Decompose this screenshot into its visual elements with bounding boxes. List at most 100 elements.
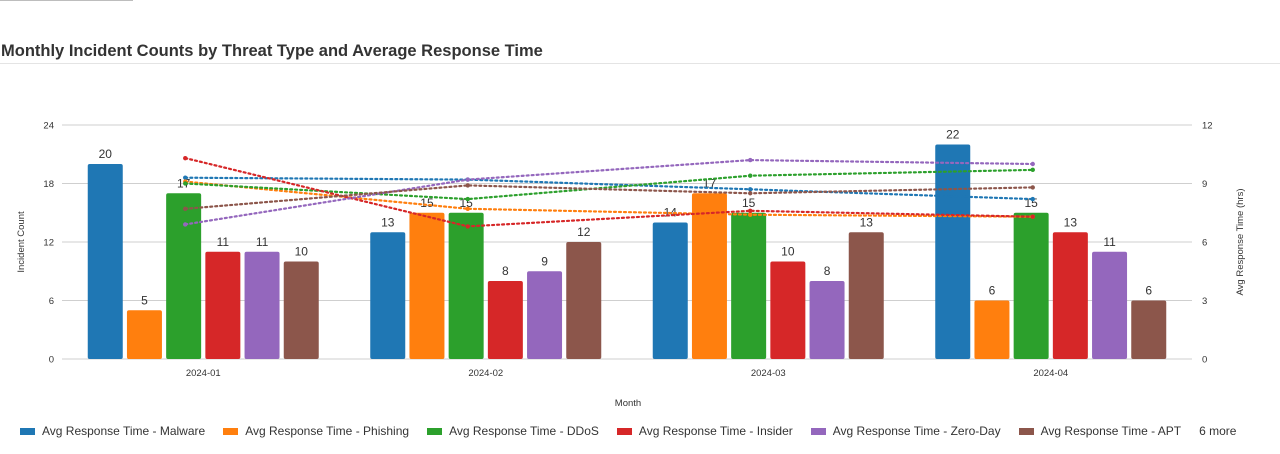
y2-tick-label: 3 [1202,296,1207,307]
point-ddos [183,181,188,186]
line-malware [184,176,1034,201]
y-tick-label: 6 [49,296,54,307]
legend-swatch [427,427,443,435]
data-label: 13 [1064,215,1078,229]
legend-item[interactable]: Avg Response Time - Phishing [223,424,409,438]
point-phishing [465,206,470,212]
point-apt [1030,185,1035,190]
bar-malware [935,144,971,359]
data-label: 15 [742,196,756,210]
data-label: 8 [824,264,831,278]
point-zero-day [1030,161,1035,167]
data-label: 22 [946,128,960,142]
bar-zero-day [809,281,845,359]
data-label: 6 [1145,284,1152,298]
legend-swatch [20,427,35,435]
legend-label: Avg Response Time - Malware [42,424,206,438]
chart-legend[interactable]: Avg Response Time - Malware Avg Response … [20,422,1236,440]
data-label: 20 [99,147,113,161]
line-insider [184,157,1034,228]
point-insider [1030,214,1035,219]
legend-label: Avg Response Time - DDoS [449,424,599,438]
legend-item[interactable]: Avg Response Time - Insider [616,424,793,438]
point-insider [748,208,753,213]
x-tick-label: 2024-04 [1033,368,1068,379]
data-label: 8 [502,264,509,278]
legend-swatch [223,427,239,435]
y2-tick-label: 12 [1202,121,1213,132]
bar-phishing [126,310,162,359]
y-tick-label: 18 [43,179,54,190]
point-phishing [748,212,753,217]
point-ddos [1030,167,1035,173]
legend-label: Avg Response Time - APT [1040,424,1182,438]
bar-phishing [974,300,1010,359]
legend-item[interactable]: Avg Response Time - Malware [20,424,205,438]
legend-swatch [616,427,632,435]
y2-tick-label: 6 [1202,238,1207,249]
y-tick-label: 12 [43,238,54,249]
legend-more-link[interactable]: 6 more [1199,424,1237,438]
x-tick-label: 2024-01 [186,368,221,379]
point-zero-day [748,157,753,163]
legend-swatch [1018,427,1034,435]
y-tick-label: 24 [43,121,54,132]
data-label: 10 [781,245,795,259]
data-label: 10 [295,245,309,259]
top-tab-underline [0,0,133,1]
point-apt [183,206,188,212]
bar-apt [283,261,319,359]
legend-label: Avg Response Time - Insider [638,424,793,438]
combo-chart: 0 6 12 18 24 0 3 6 9 12 Incident Count Avg Response… [16,121,1246,410]
legend-item[interactable]: Avg Response Time - APT [1018,424,1182,438]
bar-malware [87,164,123,359]
bar-insider [205,251,241,359]
bar-ddos [166,193,202,359]
point-malware [183,175,188,180]
data-label: 12 [577,225,591,239]
line-zero-day [184,158,1034,226]
data-label: 13 [860,215,874,229]
y2-tick-label: 9 [1202,179,1207,190]
bar-ddos [731,212,767,359]
bar-malware [370,232,406,359]
legend-item[interactable]: Avg Response Time - Zero-Day [810,424,1001,438]
data-label: 6 [989,284,996,298]
line-apt [184,184,1034,210]
bar-zero-day [1092,251,1128,359]
bar-apt [848,232,884,359]
point-insider [183,155,188,161]
point-zero-day [465,177,470,182]
data-label: 11 [256,235,269,249]
point-zero-day [183,222,188,227]
legend-swatch [810,427,826,435]
point-insider [465,224,470,229]
bar-zero-day [527,271,563,359]
line-phishing [184,180,1034,218]
point-malware [1030,196,1035,202]
point-ddos [465,196,470,202]
legend-label: Avg Response Time - Phishing [245,424,410,438]
y2-tick-label: 0 [1202,355,1207,366]
y2-axis-title: Avg Response Time (hrs) [1235,188,1246,295]
point-apt [748,191,753,196]
bar-zero-day [244,251,280,359]
data-label: 11 [217,235,230,249]
x-tick-label: 2024-03 [751,368,786,379]
bar-malware [652,222,688,359]
bar-ddos [448,212,484,359]
chart-title: Monthly Incident Counts by Threat Type a… [1,42,543,60]
y-axis-title: Incident Count [16,211,27,273]
bar-ddos [1013,212,1049,359]
bar-insider [487,281,523,359]
bar-phishing [409,212,445,359]
x-tick-label: 2024-02 [468,368,503,379]
bar-apt [1131,300,1167,359]
bar-insider [770,261,806,359]
bar-phishing [691,193,727,359]
legend-item[interactable]: Avg Response Time - DDoS [427,424,599,438]
point-malware [748,187,753,192]
point-ddos [748,173,753,178]
title-divider [0,63,1280,64]
data-label: 11 [1103,235,1116,249]
